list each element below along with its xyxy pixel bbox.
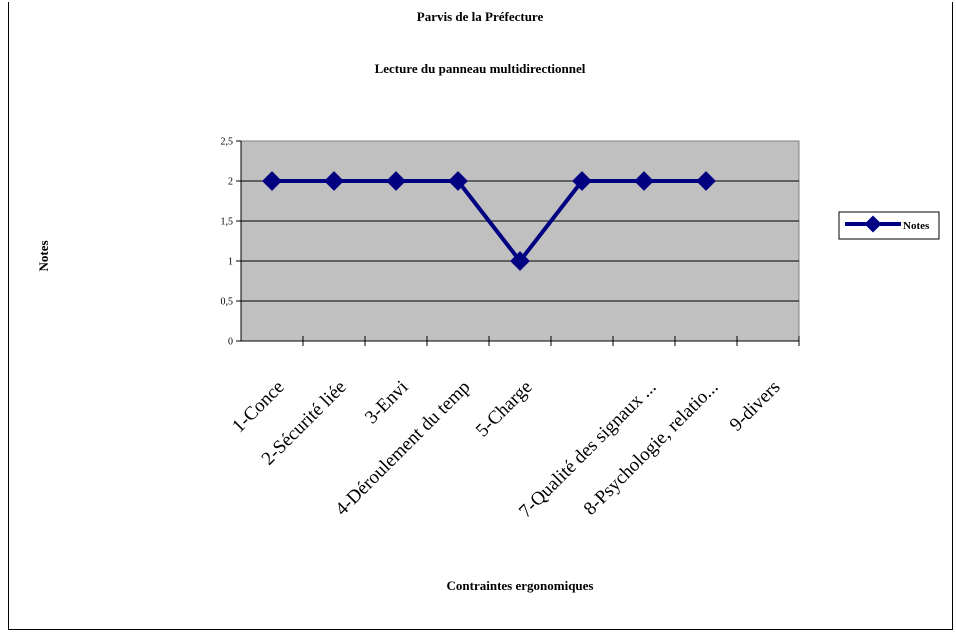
y-tick-label: 1 — [228, 257, 233, 268]
x-axis-label: Contraintes ergonomiques — [447, 578, 594, 593]
data-point — [510, 251, 530, 271]
y-tick-label: 0 — [228, 337, 233, 348]
y-tick-label: 2,5 — [221, 137, 234, 148]
y-tick-label: 1,5 — [221, 217, 234, 228]
legend-label-notes: Notes — [903, 220, 930, 232]
plot-area — [240, 140, 800, 342]
x-tick-label: 5-Charge — [472, 377, 537, 442]
y-tick-label: 2 — [228, 177, 233, 188]
chart-title: Parvis de la Préfecture — [417, 9, 544, 24]
data-point — [324, 171, 344, 191]
x-tick-label: 9-divers — [726, 377, 785, 436]
data-point — [448, 171, 468, 191]
legend: Notes — [838, 211, 940, 240]
data-point — [386, 171, 406, 191]
legend-marker — [864, 215, 882, 233]
series-line-notes — [272, 179, 706, 265]
x-tick-label: 3-Envi — [361, 377, 412, 428]
chart-subtitle: Lecture du panneau multidirectionnel — [375, 61, 586, 76]
y-axis-label: Notes — [36, 240, 51, 271]
data-point — [262, 171, 282, 191]
x-tick-label: 1-Conce — [228, 377, 288, 437]
y-tick-label: 0,5 — [221, 297, 234, 308]
